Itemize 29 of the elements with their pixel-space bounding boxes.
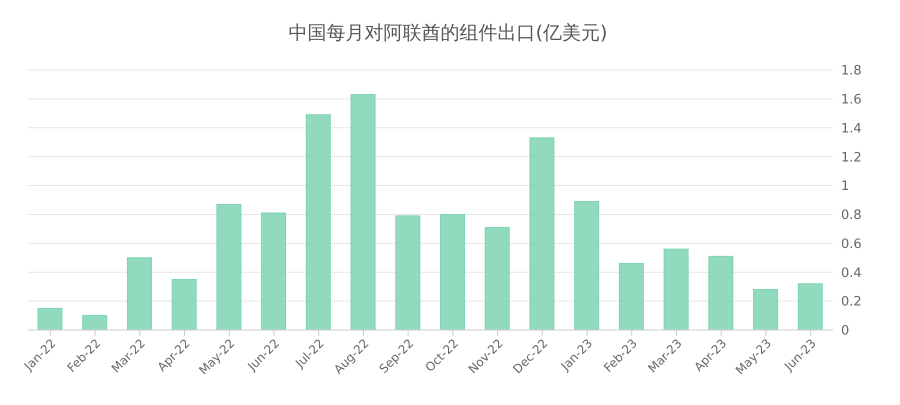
bar — [618, 263, 644, 330]
bar — [216, 204, 242, 330]
bar — [753, 289, 778, 330]
y-tick-label: 0.6 — [841, 236, 862, 252]
bar — [440, 214, 465, 330]
y-tick-label: 1.2 — [841, 150, 862, 166]
bar — [708, 256, 734, 330]
chart-title: 中国每月对阿联酋的组件出口(亿美元) — [288, 21, 608, 46]
bar — [798, 283, 823, 330]
y-tick-label: 0 — [841, 324, 850, 339]
bar — [261, 212, 286, 330]
bar — [38, 308, 62, 330]
bar — [82, 315, 108, 330]
bar — [306, 114, 331, 330]
y-tick-label: 1.8 — [841, 64, 862, 79]
bar — [350, 94, 376, 330]
y-tick-label: 1 — [841, 179, 850, 194]
bar — [664, 248, 689, 330]
y-tick-label: 1.6 — [841, 92, 862, 108]
y-tick-label: 0.4 — [841, 266, 862, 281]
bar — [395, 215, 420, 330]
bar — [574, 200, 600, 330]
bar — [172, 278, 197, 330]
y-tick-label: 0.8 — [841, 208, 862, 224]
bar — [529, 137, 554, 330]
y-tick-label: 0.2 — [841, 294, 862, 310]
bar — [484, 226, 510, 330]
y-tick-label: 1.4 — [841, 121, 862, 136]
bar — [126, 257, 152, 330]
